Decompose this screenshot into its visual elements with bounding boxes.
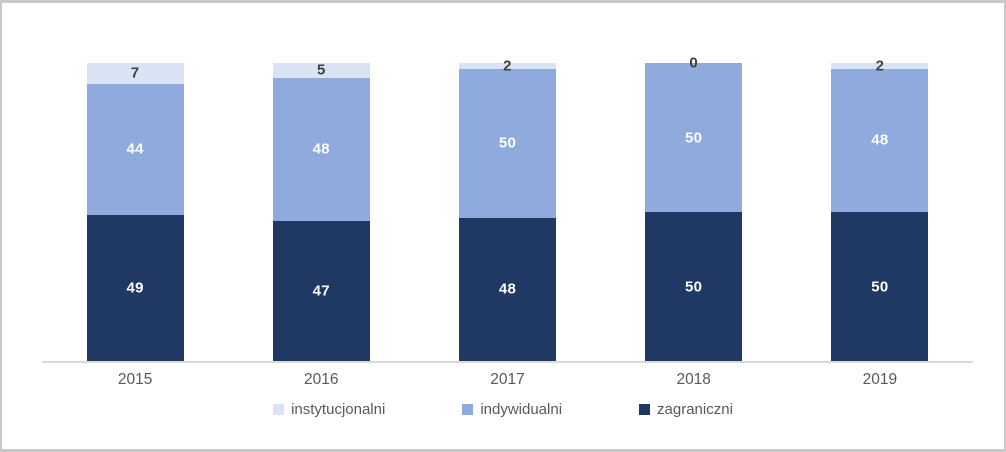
legend: instytucjonalni indywidualni zagraniczni: [2, 401, 1004, 418]
data-label-instytucjonalni-2016: 5: [316, 61, 326, 79]
bar-segment-indywidualni-2017: [459, 68, 556, 218]
bar-segment-zagraniczni-2016: [272, 220, 370, 361]
bar-segment-instytucjonalni-2019: [831, 63, 929, 69]
data-label-instytucjonalni-2019: 2: [875, 57, 885, 75]
data-label-zagraniczni-2018: 50: [685, 278, 703, 295]
data-label-instytucjonalni-2018: 0: [689, 54, 699, 72]
bar-segment-indywidualni-2018: [645, 63, 743, 212]
data-label-indywidualni-2017: 50: [498, 134, 517, 152]
data-label-zagraniczni-2019: 50: [871, 278, 889, 295]
bar-segment-indywidualni-2016: [272, 77, 370, 221]
data-label-zagraniczni-2016: 47: [312, 282, 330, 300]
bar-segment-zagraniczni-2017: [459, 217, 556, 361]
data-label-indywidualni-2018: 50: [685, 129, 703, 146]
bar-segment-zagraniczni-2019: [831, 212, 929, 361]
legend-label: indywidualni: [480, 401, 563, 418]
plot-area: 49 44 7 47 48 5 48 50 2 50 50 0 50 48 2: [42, 3, 973, 363]
legend-swatch-zagraniczni: [639, 404, 651, 415]
bar-segment-instytucjonalni-2017: [459, 63, 556, 69]
bar-segment-indywidualni-2019: [831, 68, 929, 212]
x-axis: 2015 2016 2017 2018 2019: [42, 363, 973, 389]
legend-swatch-instytucjonalni: [273, 404, 285, 415]
data-label-zagraniczni-2015: 49: [126, 279, 144, 297]
legend-item-indywidualni: indywidualni: [462, 401, 562, 418]
bar-segment-zagraniczni-2018: [645, 212, 743, 361]
data-label-instytucjonalni-2015: 7: [130, 64, 140, 82]
data-label-indywidualni-2016: 48: [312, 140, 330, 158]
bar-segment-zagraniczni-2015: [86, 214, 184, 361]
x-tick-2016: 2016: [304, 371, 339, 388]
data-label-instytucjonalni-2017: 2: [503, 57, 512, 75]
legend-item-zagraniczni: zagraniczni: [639, 401, 733, 418]
bar-segment-instytucjonalni-2016: [272, 63, 370, 78]
legend-label: zagraniczni: [657, 401, 733, 418]
legend-swatch-indywidualni: [462, 404, 474, 415]
legend-label: instytucjonalni: [291, 401, 386, 418]
x-tick-2017: 2017: [490, 371, 525, 388]
x-tick-2015: 2015: [117, 371, 153, 388]
x-tick-2018: 2018: [676, 371, 711, 388]
bar-segment-instytucjonalni-2015: [86, 63, 184, 84]
bar-segment-indywidualni-2015: [86, 83, 184, 215]
data-label-indywidualni-2019: 48: [871, 131, 889, 149]
x-tick-2019: 2019: [862, 371, 898, 388]
data-label-indywidualni-2015: 44: [126, 140, 144, 158]
data-label-zagraniczni-2017: 48: [498, 280, 517, 298]
legend-item-instytucjonalni: instytucjonalni: [273, 401, 385, 418]
